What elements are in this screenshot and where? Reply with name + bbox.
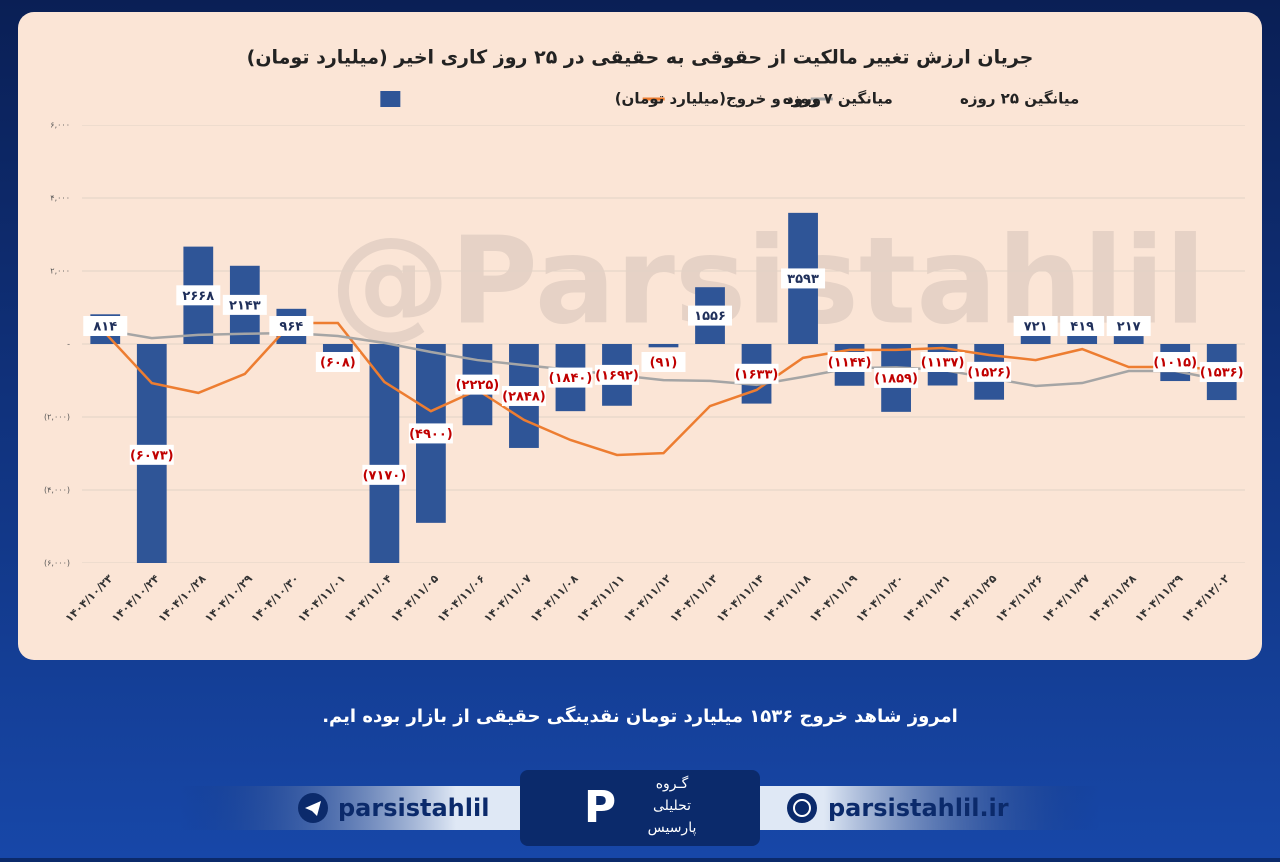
data-label-box [1060, 316, 1105, 336]
data-label: (۱۰۱۵) [1153, 356, 1197, 371]
data-label-box [688, 305, 733, 326]
bar [648, 344, 679, 348]
data-label: ۸۱۴ [93, 320, 117, 335]
telegram-handle[interactable]: parsistahlil [338, 794, 489, 822]
data-label-box [641, 352, 686, 372]
web-glyph [793, 799, 811, 817]
data-label: (۷۱۷۰) [363, 468, 407, 483]
watermark: @Parsistahlil [330, 213, 1206, 352]
data-label: (۲۸۴۸) [502, 389, 546, 404]
data-label-box [176, 285, 221, 306]
y-tick-label: (۲,۰۰۰) [44, 413, 70, 422]
data-label-box [827, 352, 872, 372]
y-tick-label: (۶,۰۰۰) [44, 559, 70, 568]
data-label: (۱۶۹۲) [595, 368, 639, 383]
data-label: (۱۸۵۹) [874, 371, 918, 386]
data-label-box [362, 464, 407, 485]
data-label-box [501, 385, 546, 406]
data-label-box [315, 352, 360, 372]
data-label: (۱۱۴۴) [828, 356, 872, 371]
data-label-box [734, 363, 779, 384]
data-label-box [408, 423, 453, 444]
data-label: (۶۰۸) [320, 356, 356, 371]
data-label: ۲۱۷ [1117, 320, 1141, 335]
data-label-box [967, 361, 1012, 382]
data-label: ۱۵۵۶ [694, 309, 726, 324]
logo-text: تحلیلی [653, 798, 691, 814]
data-label: (۱۶۳۳) [735, 367, 779, 382]
data-label-box [548, 367, 593, 388]
data-label-box [920, 352, 965, 372]
data-label: (۱۸۴۰) [549, 371, 593, 386]
data-label: (۲۲۲۵) [456, 378, 500, 393]
data-label-box [269, 316, 314, 336]
telegram-glyph [305, 801, 321, 816]
data-label-box [1106, 316, 1151, 336]
data-label: (۶۰۷۳) [130, 448, 174, 463]
logo-mark: P [584, 782, 616, 833]
data-label: (۴۹۰۰) [409, 427, 453, 442]
logo-box [520, 770, 760, 846]
data-label: ۳۵۹۳ [787, 272, 819, 287]
data-label-box [781, 268, 826, 289]
legend-label: میانگین ۲۵ روزه [960, 90, 1079, 108]
logo-text: پارسیس [648, 820, 697, 836]
data-label: ۹۶۴ [279, 320, 303, 335]
y-tick-label: ۲,۰۰۰ [50, 267, 70, 276]
y-tick-label: ۶,۰۰۰ [50, 121, 70, 130]
data-label-box [222, 294, 267, 315]
data-label-box [1199, 362, 1244, 383]
y-tick-label: (۴,۰۰۰) [44, 486, 70, 495]
data-label: ۷۲۱ [1024, 320, 1048, 335]
logo-text: گـروه [656, 775, 689, 792]
web-icon [787, 793, 817, 823]
bar [1113, 336, 1144, 344]
data-label-box [129, 444, 174, 465]
y-tick-label: ۴,۰۰۰ [50, 194, 70, 203]
data-label: ۴۱۹ [1070, 320, 1094, 335]
legend-swatch [380, 91, 401, 107]
chart-title: جریان ارزش تغییر مالکیت از حقوقی به حقیق… [247, 47, 1034, 69]
footer-message: امروز شاهد خروج ۱۵۳۶ میلیارد تومان نقدین… [322, 705, 958, 727]
website[interactable]: parsistahlil.ir [828, 794, 1009, 822]
legend-label: ورود و خروج(میلیارد تومان) [615, 90, 821, 108]
data-label-box [1013, 316, 1058, 336]
data-label: (۱۱۳۷) [921, 356, 965, 371]
data-label-box [455, 374, 500, 395]
data-label-box [83, 316, 128, 336]
data-label: ۲۶۶۸ [182, 289, 214, 304]
data-label: ۲۱۴۳ [229, 298, 261, 313]
data-label: (۱۵۲۶) [967, 365, 1011, 380]
data-label-box [874, 367, 919, 388]
legend-label: میانگین ۷ روزه [783, 90, 893, 108]
data-label-box [594, 364, 639, 385]
chart-panel [18, 12, 1262, 660]
data-label: (۹۱) [650, 356, 678, 371]
y-tick-label: - [67, 340, 70, 349]
data-label-box [1153, 352, 1198, 372]
data-label: (۱۵۳۶) [1200, 366, 1244, 381]
